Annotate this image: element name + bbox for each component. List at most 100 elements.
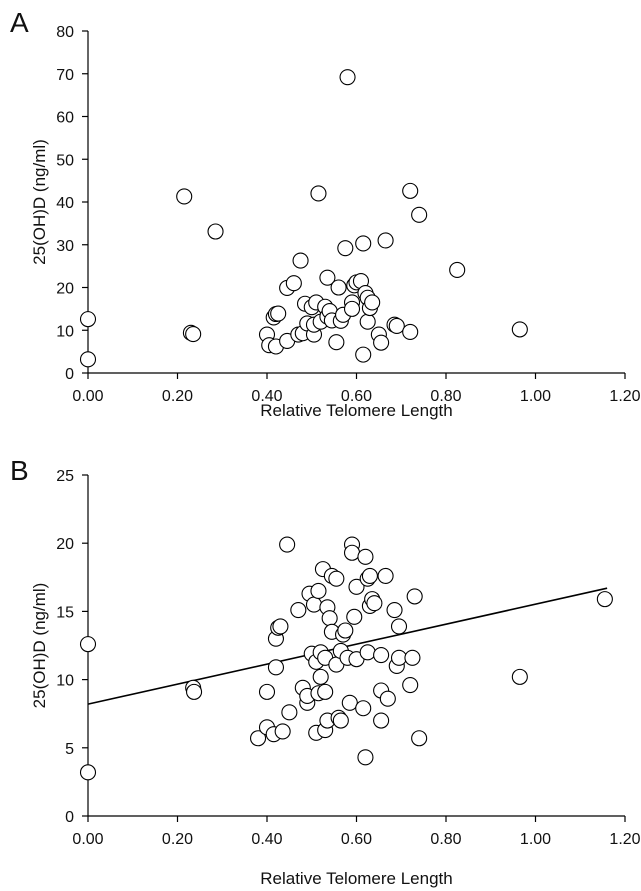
x-tick-label: 0.80 bbox=[430, 831, 461, 848]
x-axis-title: Relative Telomere Length bbox=[260, 869, 452, 888]
data-point bbox=[337, 240, 354, 257]
x-tick-label: 0.60 bbox=[341, 388, 372, 405]
data-point bbox=[79, 636, 97, 653]
x-tick-label: 0.00 bbox=[72, 831, 103, 848]
data-point bbox=[79, 351, 97, 368]
x-tick-label: 1.20 bbox=[609, 831, 640, 848]
data-point bbox=[359, 313, 376, 330]
data-point bbox=[411, 206, 428, 223]
y-axis-title: 25(OH)D (ng/ml) bbox=[30, 139, 49, 265]
y-tick-label: 60 bbox=[56, 110, 74, 127]
data-point bbox=[596, 591, 613, 608]
y-tick-label: 80 bbox=[56, 24, 74, 41]
data-point bbox=[373, 712, 390, 729]
data-point bbox=[402, 677, 419, 694]
data-point bbox=[176, 188, 193, 205]
data-point bbox=[272, 618, 289, 635]
data-point bbox=[341, 694, 358, 711]
x-tick-label: 1.00 bbox=[520, 388, 551, 405]
data-point bbox=[285, 275, 302, 292]
data-point bbox=[355, 235, 372, 252]
data-point bbox=[390, 649, 408, 666]
data-point bbox=[366, 595, 383, 612]
x-tick-label: 0.00 bbox=[72, 388, 103, 405]
data-point bbox=[373, 646, 390, 664]
data-point bbox=[511, 321, 528, 338]
data-point bbox=[330, 279, 347, 296]
data-point bbox=[411, 730, 428, 747]
data-point bbox=[319, 269, 336, 286]
x-tick-label: 0.20 bbox=[162, 388, 193, 405]
data-point bbox=[388, 317, 405, 335]
y-axis-title: 25(OH)D (ng/ml) bbox=[30, 583, 49, 709]
y-tick-label: 10 bbox=[56, 323, 74, 340]
data-point bbox=[292, 252, 309, 269]
data-point bbox=[343, 544, 361, 561]
data-point bbox=[249, 730, 267, 747]
data-point bbox=[511, 668, 528, 685]
data-point bbox=[79, 311, 97, 328]
y-tick-label: 30 bbox=[56, 238, 74, 255]
data-point bbox=[361, 567, 378, 584]
data-point bbox=[402, 323, 419, 341]
data-point bbox=[359, 644, 376, 661]
data-point bbox=[281, 704, 298, 721]
data-point bbox=[449, 261, 466, 279]
data-point bbox=[379, 690, 396, 707]
data-point bbox=[267, 659, 285, 676]
data-point bbox=[332, 712, 349, 729]
data-point bbox=[317, 683, 334, 700]
data-point bbox=[279, 536, 296, 553]
data-point bbox=[402, 182, 419, 199]
y-tick-label: 5 bbox=[65, 741, 74, 758]
data-point bbox=[348, 578, 365, 595]
data-point bbox=[377, 567, 394, 584]
data-point bbox=[377, 232, 394, 249]
data-point bbox=[258, 683, 276, 700]
y-tick-label: 40 bbox=[56, 195, 74, 212]
data-point bbox=[79, 764, 97, 781]
data-point bbox=[406, 588, 423, 605]
data-point bbox=[357, 749, 374, 766]
data-point bbox=[355, 700, 372, 717]
data-point bbox=[290, 601, 307, 619]
data-point bbox=[185, 326, 202, 343]
data-point bbox=[339, 69, 356, 86]
x-axis-title: Relative Telomere Length bbox=[260, 401, 452, 420]
panel-label: A bbox=[10, 7, 29, 38]
data-point bbox=[390, 618, 408, 635]
data-point bbox=[386, 601, 403, 619]
chart-panel-b: B 0 5 10 15 20 25 0.00 0.20 0.40 0.60 0.80 1.00 1.20 R… bbox=[10, 455, 641, 888]
x-tick-label: 1.20 bbox=[609, 388, 640, 405]
data-point bbox=[310, 185, 327, 202]
y-tick-label: 15 bbox=[56, 604, 74, 621]
data-point bbox=[404, 649, 421, 666]
y-tick-label: 0 bbox=[65, 366, 74, 383]
y-tick-label: 10 bbox=[56, 673, 74, 690]
data-point bbox=[355, 346, 372, 363]
data-point bbox=[270, 305, 287, 322]
data-point bbox=[328, 570, 345, 587]
y-tick-label: 0 bbox=[65, 809, 74, 826]
data-point bbox=[186, 683, 203, 700]
y-tick-label: 25 bbox=[56, 468, 74, 485]
x-tick-label: 0.60 bbox=[341, 831, 372, 848]
chart-panel-a: A 0 10 20 30 40 50 60 70 80 0.00 0.20 0.40 0.60 0.80 1.… bbox=[10, 7, 641, 420]
data-point bbox=[207, 223, 224, 240]
panel-label: B bbox=[10, 455, 29, 486]
data-point bbox=[310, 582, 327, 599]
regression-line bbox=[87, 587, 608, 705]
data-point bbox=[305, 596, 323, 613]
x-tick-label: 0.80 bbox=[430, 388, 461, 405]
x-tick-label: 0.20 bbox=[162, 831, 193, 848]
y-tick-label: 20 bbox=[56, 536, 74, 553]
x-tick-label: 1.00 bbox=[520, 831, 551, 848]
data-point bbox=[337, 622, 354, 639]
data-point bbox=[343, 300, 361, 317]
y-tick-label: 70 bbox=[56, 67, 74, 84]
data-point bbox=[312, 668, 329, 685]
x-tick-label: 0.40 bbox=[251, 388, 282, 405]
y-tick-label: 50 bbox=[56, 152, 74, 169]
